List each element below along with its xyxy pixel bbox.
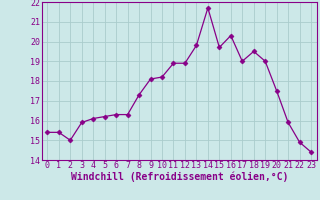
X-axis label: Windchill (Refroidissement éolien,°C): Windchill (Refroidissement éolien,°C) [70, 172, 288, 182]
